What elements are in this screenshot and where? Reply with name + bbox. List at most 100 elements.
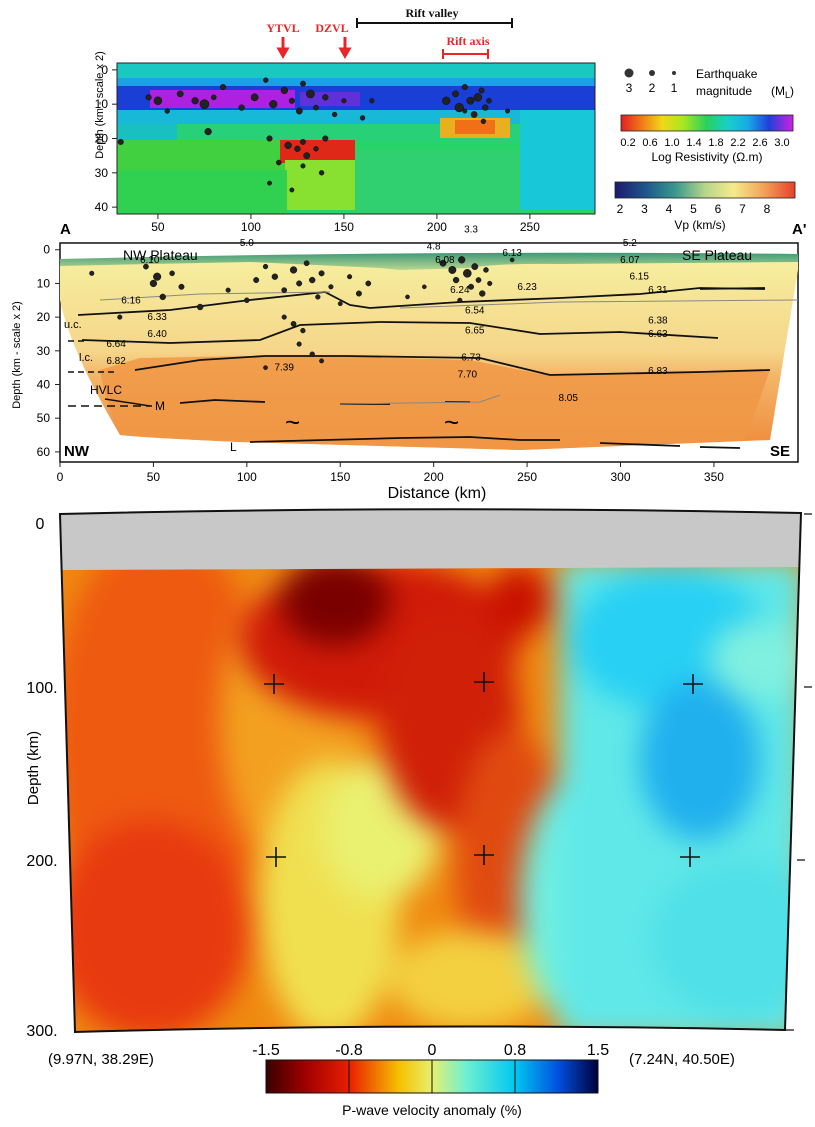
- panel-b-earthquake-point: [475, 277, 482, 283]
- panel-b-ylabel: Depth (km - scale x 2): [11, 301, 23, 409]
- vp-colorbar-tick: 8: [764, 202, 771, 216]
- velocity-label: 6.16: [121, 295, 141, 306]
- panel-b-earthquake-point: [143, 263, 149, 270]
- tomography-panel: Depth (km) 0 100. 200. 300. (9.97N, 38.2…: [25, 508, 812, 1118]
- panel-b-xlabel: Distance (km): [388, 485, 487, 502]
- panel-b-earthquake-point: [328, 284, 334, 290]
- panel-a-earthquake-point: [191, 97, 199, 105]
- panel-b-earthquake-point: [281, 314, 287, 320]
- panel-b-earthquake-point: [468, 283, 474, 290]
- panel-b-earthquake-point: [355, 290, 362, 297]
- rift-valley-label: Rift valley: [406, 6, 459, 20]
- vp-colorbar: 2 3 4 5 6 7 8 Vp (km/s): [614, 181, 796, 232]
- panel-a-earthquake-point: [303, 152, 311, 160]
- panel-a-earthquake-point: [369, 98, 375, 104]
- panel-b-earthquake-point: [309, 351, 315, 357]
- tilde-right: ~: [444, 407, 459, 437]
- panel-a-earthquake-point: [478, 87, 485, 94]
- panel-a-earthquake-point: [454, 103, 464, 113]
- velocity-label: 6.07: [620, 255, 640, 266]
- velocity-label: 6.73: [461, 353, 481, 364]
- panel-c-ytick-300: 300.: [26, 1023, 57, 1040]
- panel-a-earthquake-point: [300, 139, 306, 145]
- dzvl-label: DZVL: [315, 21, 348, 35]
- panel-c-ytick-100: 100.: [26, 680, 57, 697]
- velocity-label: 6.15: [629, 272, 649, 283]
- velocity-labels: 6.10 5.0 4.8 3.3 5.2 6.08 6.13 6.07 6.16 6.24 6.23…: [106, 225, 668, 404]
- panel-a-earthquake-point: [288, 97, 295, 104]
- panel-a-earthquake-point: [306, 89, 315, 99]
- panel-a-earthquakes: [117, 77, 510, 193]
- panel-c-ytick-0: 0: [36, 516, 45, 533]
- panel-b-earthquake-point: [262, 263, 269, 270]
- vp-colorbar-label: Vp (km/s): [674, 218, 725, 232]
- p-colorbar-ticks: -1.5 -0.8 0 0.8 1.5: [252, 1042, 609, 1093]
- panel-a-earthquake-point: [341, 98, 347, 104]
- resistivity-colorbar-tick: 1.8: [708, 137, 723, 149]
- panel-a-earthquake-point: [210, 94, 217, 101]
- panel-b-earthquake-point: [225, 287, 231, 293]
- panel-b-earthquake-point: [458, 256, 466, 264]
- panel-b-xtick-label: 300: [610, 470, 630, 484]
- panel-a-earthquake-point: [164, 108, 170, 114]
- rift-axis-bar: [442, 49, 489, 59]
- panel-b-y-ticks: 0 10 20 30 40 50 60: [37, 243, 60, 459]
- panel-b-earthquake-point: [318, 270, 325, 277]
- velocity-label: 5.0: [240, 238, 254, 249]
- panel-a-earthquake-point: [331, 111, 338, 118]
- panel-a-earthquake-point: [470, 111, 478, 118]
- panel-a-earthquake-point: [145, 94, 152, 101]
- panel-b-earthquake-point: [300, 327, 306, 334]
- left-endpoint: (9.97N, 38.29E): [48, 1051, 154, 1068]
- panel-b-earthquake-point: [337, 301, 343, 307]
- vp-colorbar-ticks: 2 3 4 5 6 7 8: [617, 202, 771, 216]
- layer-boundary-markers: [68, 340, 152, 407]
- eq-legend-subtitle: magnitude: [696, 84, 752, 98]
- panel-b-earthquake-point: [296, 341, 302, 347]
- panel-b-earthquake-point: [463, 269, 472, 278]
- panel-a-earthquake-point: [263, 77, 269, 83]
- panel-b-earthquake-point: [290, 321, 297, 327]
- panel-b-earthquake-point: [289, 266, 298, 274]
- p-colorbar-tick: 0: [428, 1042, 437, 1059]
- panel-b-earthquakes: [89, 256, 515, 370]
- tomography-image: [60, 509, 801, 1032]
- moho-label: M: [155, 399, 165, 413]
- grid-markers: [264, 672, 703, 867]
- panel-a-xtick-label: 250: [520, 220, 540, 234]
- panel-b-ytick-label: 30: [37, 344, 51, 358]
- resistivity-colorbar-tick: 3.0: [774, 137, 789, 149]
- nw-plateau-label: NW Plateau: [123, 247, 198, 263]
- se-plateau-label: SE Plateau: [682, 247, 752, 263]
- panel-a-earthquake-point: [280, 86, 288, 95]
- eq-legend-dot-1: [672, 71, 676, 75]
- tilde-left: ~: [285, 407, 300, 437]
- panel-a-y-ticks: 0 10 20 30 40: [95, 63, 117, 214]
- upper-crust-label: u.c.: [64, 319, 82, 331]
- panel-a-earthquake-point: [220, 84, 227, 91]
- resistivity-section: [117, 63, 595, 214]
- panel-a-ytick-label: 30: [95, 166, 109, 180]
- panel-b-earthquake-point: [149, 279, 158, 288]
- p-colorbar-tick: -0.8: [335, 1042, 363, 1059]
- panel-a-earthquake-point: [204, 128, 212, 136]
- resistivity-colorbar-tick: 2.6: [752, 137, 767, 149]
- p-colorbar-tick: 1.5: [587, 1042, 609, 1059]
- panel-b-earthquake-point: [169, 270, 175, 277]
- velocity-label: 6.08: [435, 255, 455, 266]
- panel-b-earthquake-point: [448, 266, 457, 274]
- panel-a-earthquake-point: [482, 104, 489, 111]
- panel-b-x-ticks: 0 50 100 150 200 250 300 350: [57, 462, 724, 484]
- panel-b-ytick-label: 10: [37, 276, 51, 290]
- panel-b-xtick-label: 250: [517, 470, 537, 484]
- resistivity-colorbar-tick: 0.2: [620, 137, 635, 149]
- panel-b-earthquake-point: [509, 257, 515, 263]
- panel-b-earthquake-point: [153, 272, 162, 281]
- vp-colorbar-tick: 2: [617, 202, 624, 216]
- panel-b-earthquake-point: [487, 280, 493, 286]
- resistivity-colorbar-tick: 0.6: [642, 137, 657, 149]
- panel-a-ytick-label: 20: [95, 132, 109, 146]
- velocity-model-top-layer: [60, 252, 798, 270]
- panel-b-earthquake-point: [405, 294, 410, 300]
